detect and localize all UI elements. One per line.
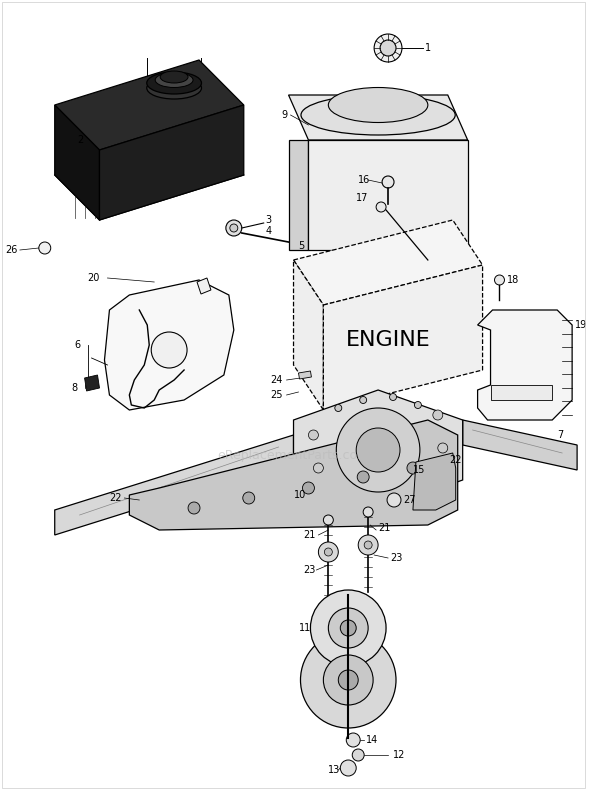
Text: ENGINE: ENGINE	[346, 330, 431, 350]
Text: 15: 15	[413, 465, 425, 475]
Text: 17: 17	[356, 193, 369, 203]
Text: 24: 24	[271, 375, 283, 385]
Ellipse shape	[160, 71, 188, 83]
Polygon shape	[289, 95, 468, 140]
Circle shape	[319, 542, 338, 562]
Text: 1: 1	[425, 43, 431, 53]
Ellipse shape	[301, 95, 455, 135]
Circle shape	[356, 428, 400, 472]
Text: 6: 6	[74, 340, 81, 350]
Circle shape	[364, 541, 372, 549]
Polygon shape	[104, 280, 234, 410]
Circle shape	[374, 34, 402, 62]
Polygon shape	[323, 265, 483, 410]
Circle shape	[363, 507, 373, 517]
Text: 4: 4	[266, 226, 272, 236]
Circle shape	[151, 332, 187, 368]
Circle shape	[346, 733, 360, 747]
Polygon shape	[129, 420, 458, 530]
Polygon shape	[100, 105, 244, 220]
Circle shape	[324, 548, 332, 556]
Polygon shape	[293, 220, 483, 305]
Polygon shape	[413, 453, 455, 510]
Circle shape	[39, 242, 51, 254]
Text: 21: 21	[303, 530, 316, 540]
Polygon shape	[55, 60, 244, 150]
Circle shape	[313, 463, 323, 473]
Polygon shape	[309, 140, 468, 250]
Circle shape	[300, 632, 396, 728]
Circle shape	[338, 670, 358, 690]
Polygon shape	[197, 278, 211, 294]
Polygon shape	[293, 390, 463, 510]
Polygon shape	[84, 375, 100, 391]
Polygon shape	[293, 260, 323, 410]
Circle shape	[340, 760, 356, 776]
Text: 3: 3	[266, 215, 272, 225]
Circle shape	[323, 515, 333, 525]
Circle shape	[433, 410, 442, 420]
Text: 14: 14	[366, 735, 378, 745]
Circle shape	[242, 492, 255, 504]
Circle shape	[407, 462, 419, 474]
Ellipse shape	[147, 72, 202, 94]
Text: 7: 7	[557, 430, 563, 440]
Polygon shape	[55, 435, 293, 535]
Text: eReplacementParts.com: eReplacementParts.com	[217, 449, 370, 461]
Circle shape	[438, 443, 448, 453]
Polygon shape	[55, 105, 100, 220]
Circle shape	[336, 408, 420, 492]
Circle shape	[414, 401, 421, 408]
Circle shape	[358, 535, 378, 555]
Text: 22: 22	[110, 493, 122, 503]
Text: 21: 21	[378, 523, 391, 533]
Circle shape	[494, 275, 504, 285]
Circle shape	[352, 749, 364, 761]
Text: 22: 22	[450, 455, 462, 465]
Polygon shape	[289, 140, 309, 250]
Circle shape	[303, 482, 314, 494]
Polygon shape	[477, 310, 572, 420]
Circle shape	[309, 430, 319, 440]
Circle shape	[360, 397, 366, 404]
Text: 11: 11	[299, 623, 311, 633]
Text: 13: 13	[329, 765, 340, 775]
Circle shape	[329, 608, 368, 648]
Text: 5: 5	[299, 241, 305, 251]
Circle shape	[387, 493, 401, 507]
Text: 23: 23	[390, 553, 402, 563]
Ellipse shape	[329, 88, 428, 122]
Circle shape	[188, 502, 200, 514]
Circle shape	[389, 393, 396, 401]
Text: 19: 19	[575, 320, 588, 330]
Text: 25: 25	[271, 390, 283, 400]
Text: 16: 16	[358, 175, 371, 185]
Circle shape	[376, 202, 386, 212]
Circle shape	[226, 220, 242, 236]
Polygon shape	[463, 420, 577, 470]
Circle shape	[230, 224, 238, 232]
Text: 10: 10	[293, 490, 306, 500]
Text: 2: 2	[78, 135, 84, 145]
Ellipse shape	[155, 73, 193, 88]
Circle shape	[357, 471, 369, 483]
Ellipse shape	[147, 77, 202, 99]
Circle shape	[323, 655, 373, 705]
Text: 23: 23	[303, 565, 316, 575]
Polygon shape	[490, 385, 552, 400]
Text: 20: 20	[87, 273, 100, 283]
Text: 27: 27	[403, 495, 415, 505]
Circle shape	[335, 404, 342, 412]
Circle shape	[340, 620, 356, 636]
Text: 12: 12	[393, 750, 405, 760]
Text: 18: 18	[507, 275, 520, 285]
Text: 9: 9	[281, 110, 288, 120]
Circle shape	[310, 590, 386, 666]
Circle shape	[382, 176, 394, 188]
Text: 26: 26	[5, 245, 17, 255]
Polygon shape	[299, 371, 312, 379]
Circle shape	[380, 40, 396, 56]
Text: 8: 8	[71, 383, 78, 393]
